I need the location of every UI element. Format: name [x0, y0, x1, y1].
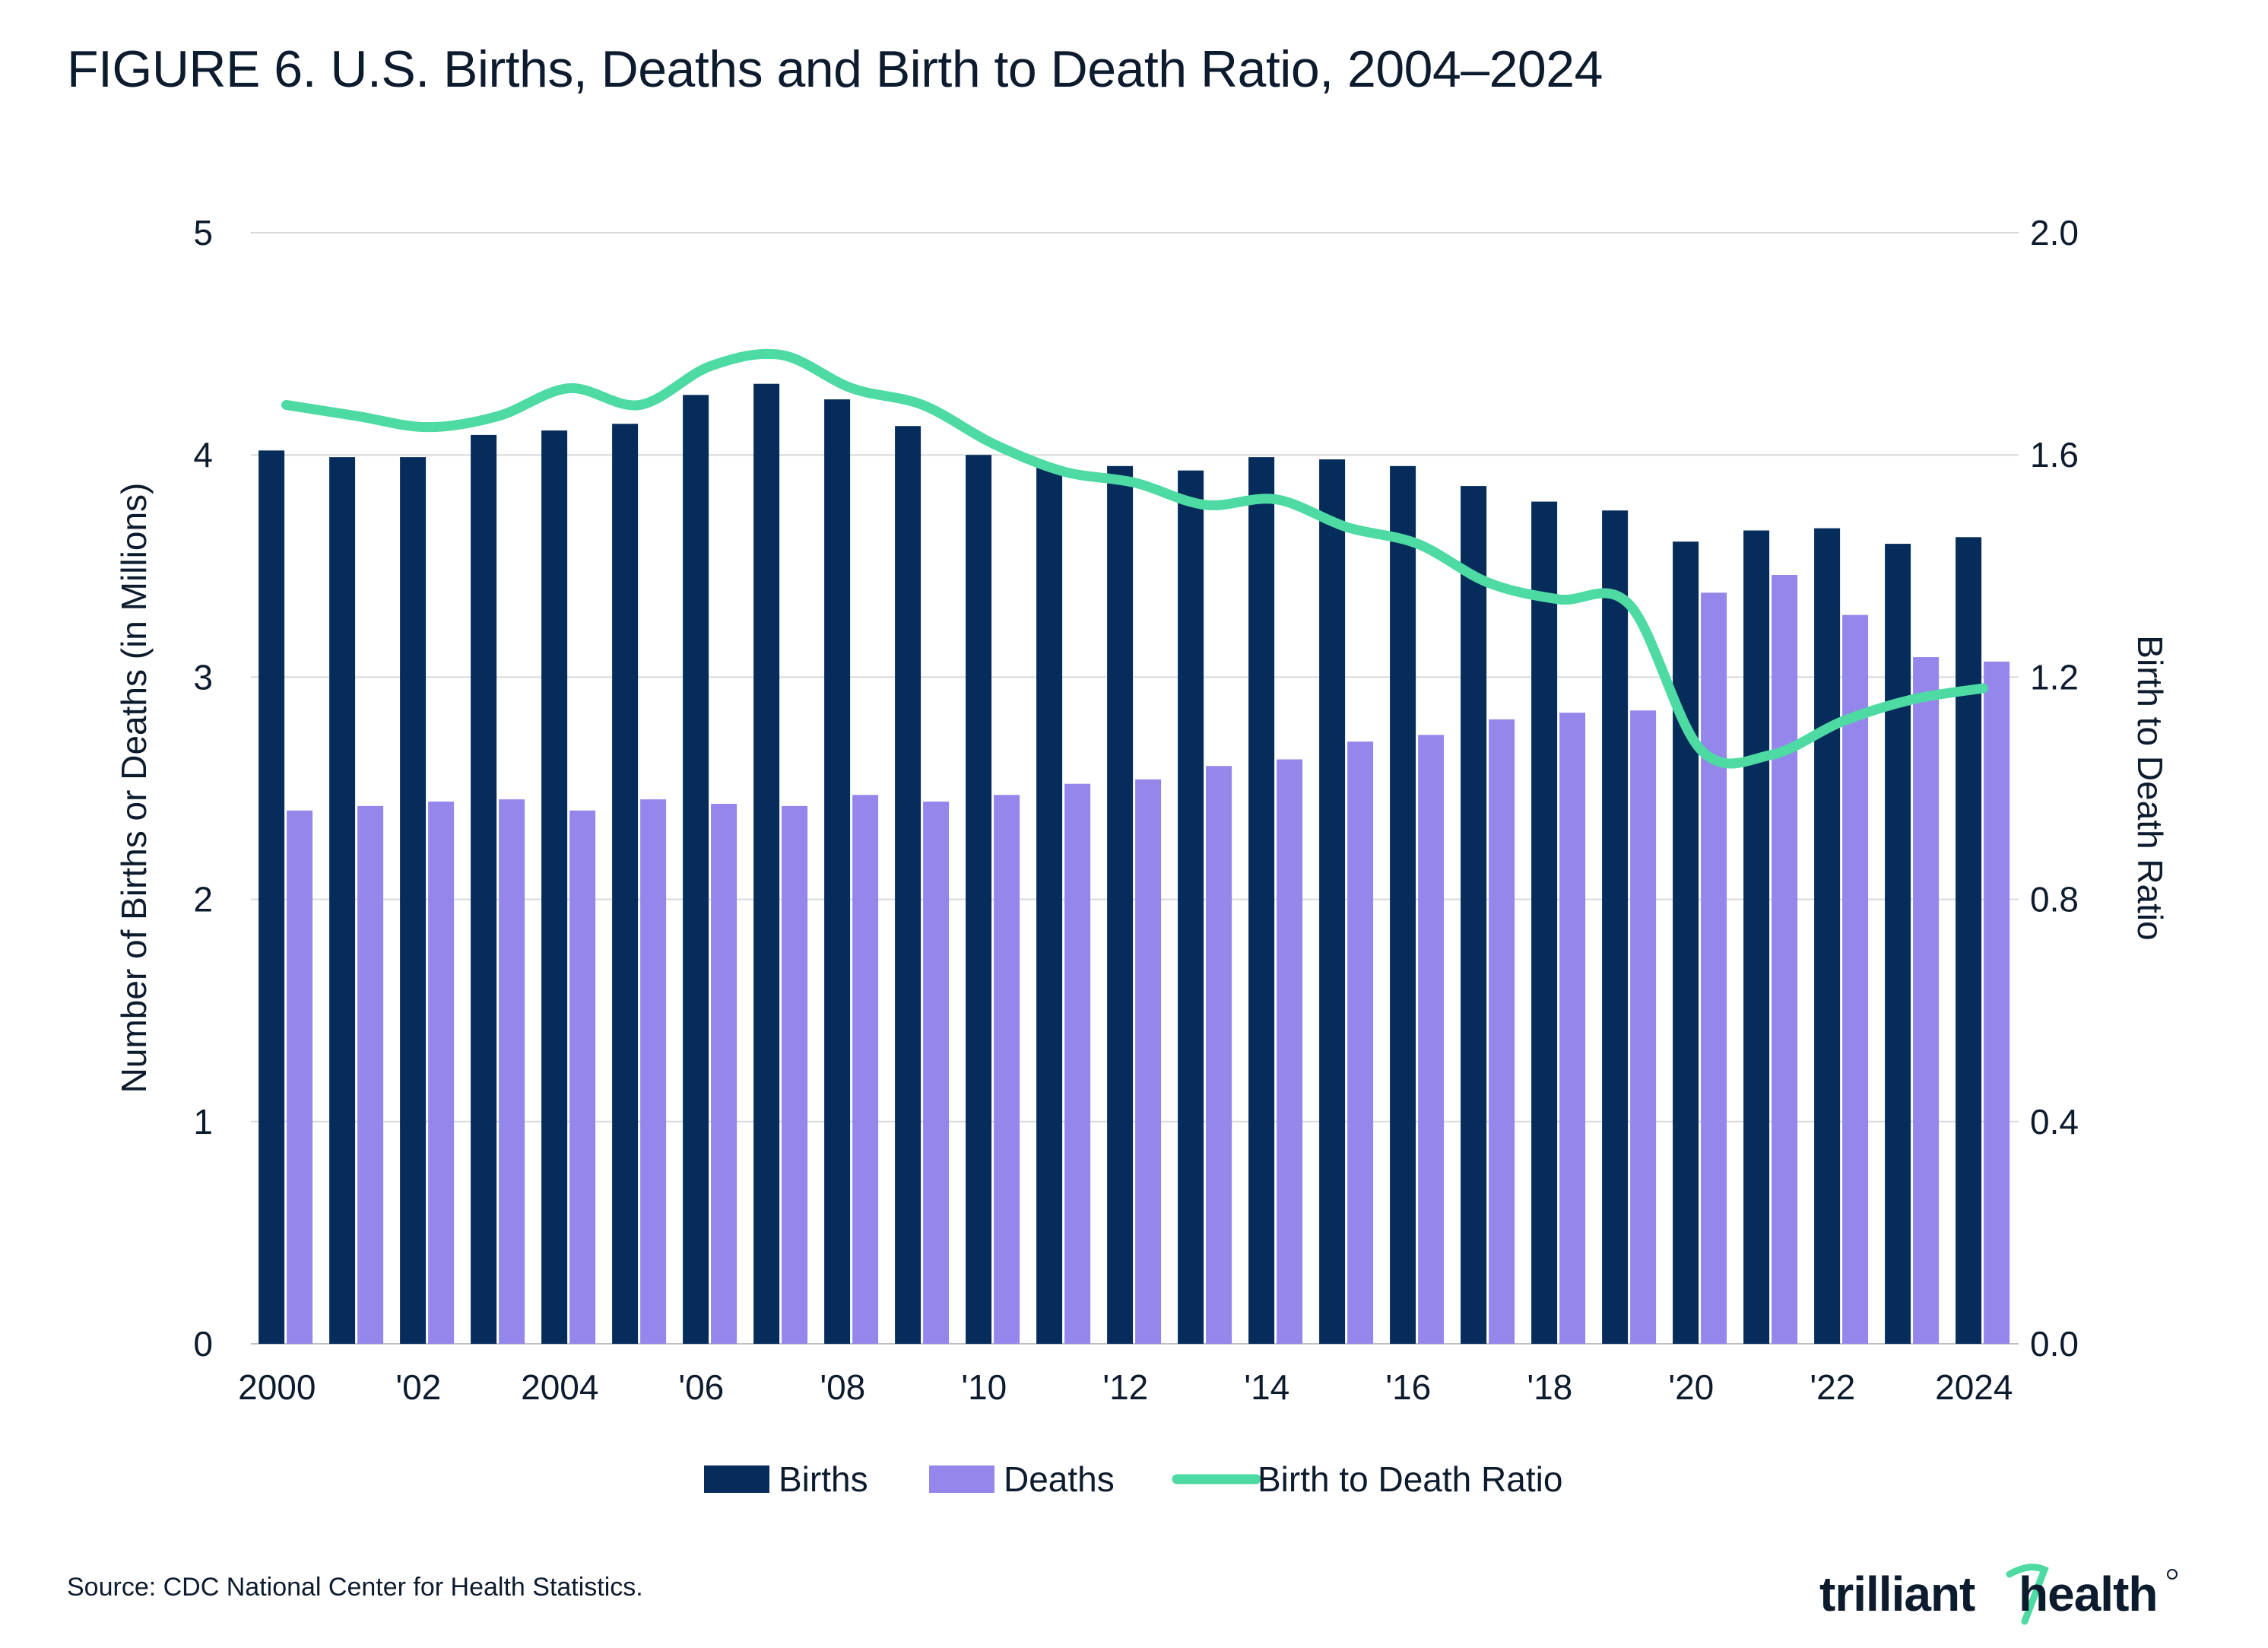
deaths-bar	[923, 802, 950, 1344]
births-bar	[895, 426, 921, 1344]
births-bar	[259, 450, 285, 1345]
deaths-bar	[428, 802, 455, 1344]
x-tick-label: '06	[678, 1367, 724, 1407]
x-tick-label: '14	[1244, 1367, 1289, 1407]
x-tick-label: 2004	[521, 1367, 598, 1407]
svg-text:trilliant: trilliant	[1819, 1567, 1975, 1621]
deaths-bar	[1559, 713, 1586, 1344]
left-tick-label: 3	[193, 657, 213, 697]
deaths-bar	[1489, 719, 1515, 1344]
ratio-line-group	[281, 348, 1988, 769]
x-tick-label: '12	[1102, 1367, 1148, 1407]
chart-title: FIGURE 6. U.S. Births, Deaths and Birth …	[67, 40, 1603, 98]
x-axis: 2000 '02 2004 '06 '08 '10 '12 '14 '16 '18 '20 '22 20…	[238, 1367, 2013, 1407]
births-bar	[471, 434, 497, 1344]
deaths-bar	[1347, 741, 1374, 1344]
births-bar	[1248, 457, 1275, 1344]
x-tick-label: '16	[1385, 1367, 1431, 1407]
svg-text:health: health	[2019, 1567, 2157, 1621]
trilliant-health-logo: trilliant health	[1819, 1564, 2178, 1625]
right-tick-label: 1.2	[2030, 657, 2079, 697]
right-tick-label: 0.8	[2030, 880, 2079, 919]
births-bar	[1956, 537, 1982, 1345]
births-bar	[1602, 510, 1629, 1344]
deaths-bar	[1630, 710, 1657, 1344]
births-bar	[1178, 470, 1204, 1344]
births-bar	[1673, 541, 1699, 1345]
births-bar	[966, 455, 992, 1345]
births-bar	[1814, 528, 1841, 1344]
deaths-bar	[1701, 592, 1727, 1344]
births-bar	[683, 395, 709, 1344]
births-bar	[612, 424, 639, 1344]
right-tick-label: 0.0	[2030, 1324, 2079, 1364]
deaths-bar	[711, 803, 737, 1344]
births-bar	[1319, 459, 1346, 1345]
deaths-bar	[1206, 766, 1232, 1344]
births-bar	[753, 383, 780, 1344]
legend-deaths-swatch	[929, 1465, 994, 1493]
deaths-bar	[357, 805, 384, 1344]
right-axis-title: Birth to Death Ratio	[2130, 635, 2170, 940]
births-bar	[1531, 501, 1558, 1344]
deaths-bar	[852, 795, 879, 1344]
births-bar	[1743, 530, 1770, 1344]
legend-births-label: Births	[779, 1459, 868, 1499]
deaths-bar	[287, 810, 313, 1344]
legend: Births Deaths Birth to Death Ratio	[704, 1459, 1562, 1499]
x-tick-label: '18	[1527, 1367, 1572, 1407]
left-tick-label: 0	[193, 1324, 213, 1364]
axis-titles: Number of Births or Deaths (in Millions)…	[114, 483, 2170, 1094]
x-tick-label: '02	[395, 1367, 441, 1407]
legend-ratio-label: Birth to Death Ratio	[1258, 1459, 1562, 1499]
left-axis: 0 1 2 3 4 5	[193, 213, 213, 1364]
right-tick-label: 0.4	[2030, 1102, 2079, 1142]
deaths-bar	[1984, 661, 2010, 1344]
deaths-bar	[569, 810, 596, 1344]
births-bar	[1461, 486, 1487, 1345]
births-bar	[1036, 465, 1063, 1344]
left-tick-label: 5	[193, 213, 213, 252]
births-bar	[1390, 465, 1416, 1344]
right-tick-label: 1.6	[2030, 435, 2079, 475]
bars	[259, 383, 2010, 1345]
deaths-bar	[1418, 735, 1445, 1344]
deaths-bar	[782, 805, 808, 1344]
deaths-bar	[1135, 779, 1162, 1344]
births-bar	[824, 399, 851, 1344]
legend-births-swatch	[704, 1465, 769, 1493]
right-axis: 0.0 0.4 0.8 1.2 1.6 2.0	[2030, 213, 2079, 1364]
left-axis-title: Number of Births or Deaths (in Millions)	[114, 483, 154, 1094]
x-tick-label: '20	[1668, 1367, 1714, 1407]
right-tick-label: 2.0	[2030, 213, 2079, 252]
births-bar	[1885, 544, 1911, 1344]
deaths-bar	[1772, 574, 1798, 1344]
births-bar	[541, 430, 568, 1344]
deaths-bar	[1064, 783, 1091, 1344]
x-tick-label: 2000	[238, 1367, 316, 1407]
x-tick-label: 2024	[1935, 1367, 2013, 1407]
left-tick-label: 4	[193, 435, 213, 475]
x-tick-label: '08	[820, 1367, 865, 1407]
births-bar	[400, 457, 427, 1344]
deaths-bar	[1913, 657, 1940, 1344]
deaths-bar	[640, 799, 667, 1344]
births-bar	[329, 457, 356, 1344]
legend-deaths-label: Deaths	[1004, 1459, 1115, 1499]
deaths-bar	[499, 799, 525, 1344]
source-note: Source: CDC National Center for Health S…	[67, 1573, 643, 1602]
x-tick-label: '22	[1810, 1367, 1855, 1407]
left-tick-label: 2	[193, 880, 213, 919]
births-bar	[1107, 465, 1134, 1344]
deaths-bar	[994, 795, 1020, 1344]
ratio-line	[281, 348, 1988, 769]
x-tick-label: '10	[961, 1367, 1007, 1407]
deaths-bar	[1842, 614, 1869, 1344]
deaths-bar	[1277, 759, 1303, 1344]
left-tick-label: 1	[193, 1102, 213, 1142]
